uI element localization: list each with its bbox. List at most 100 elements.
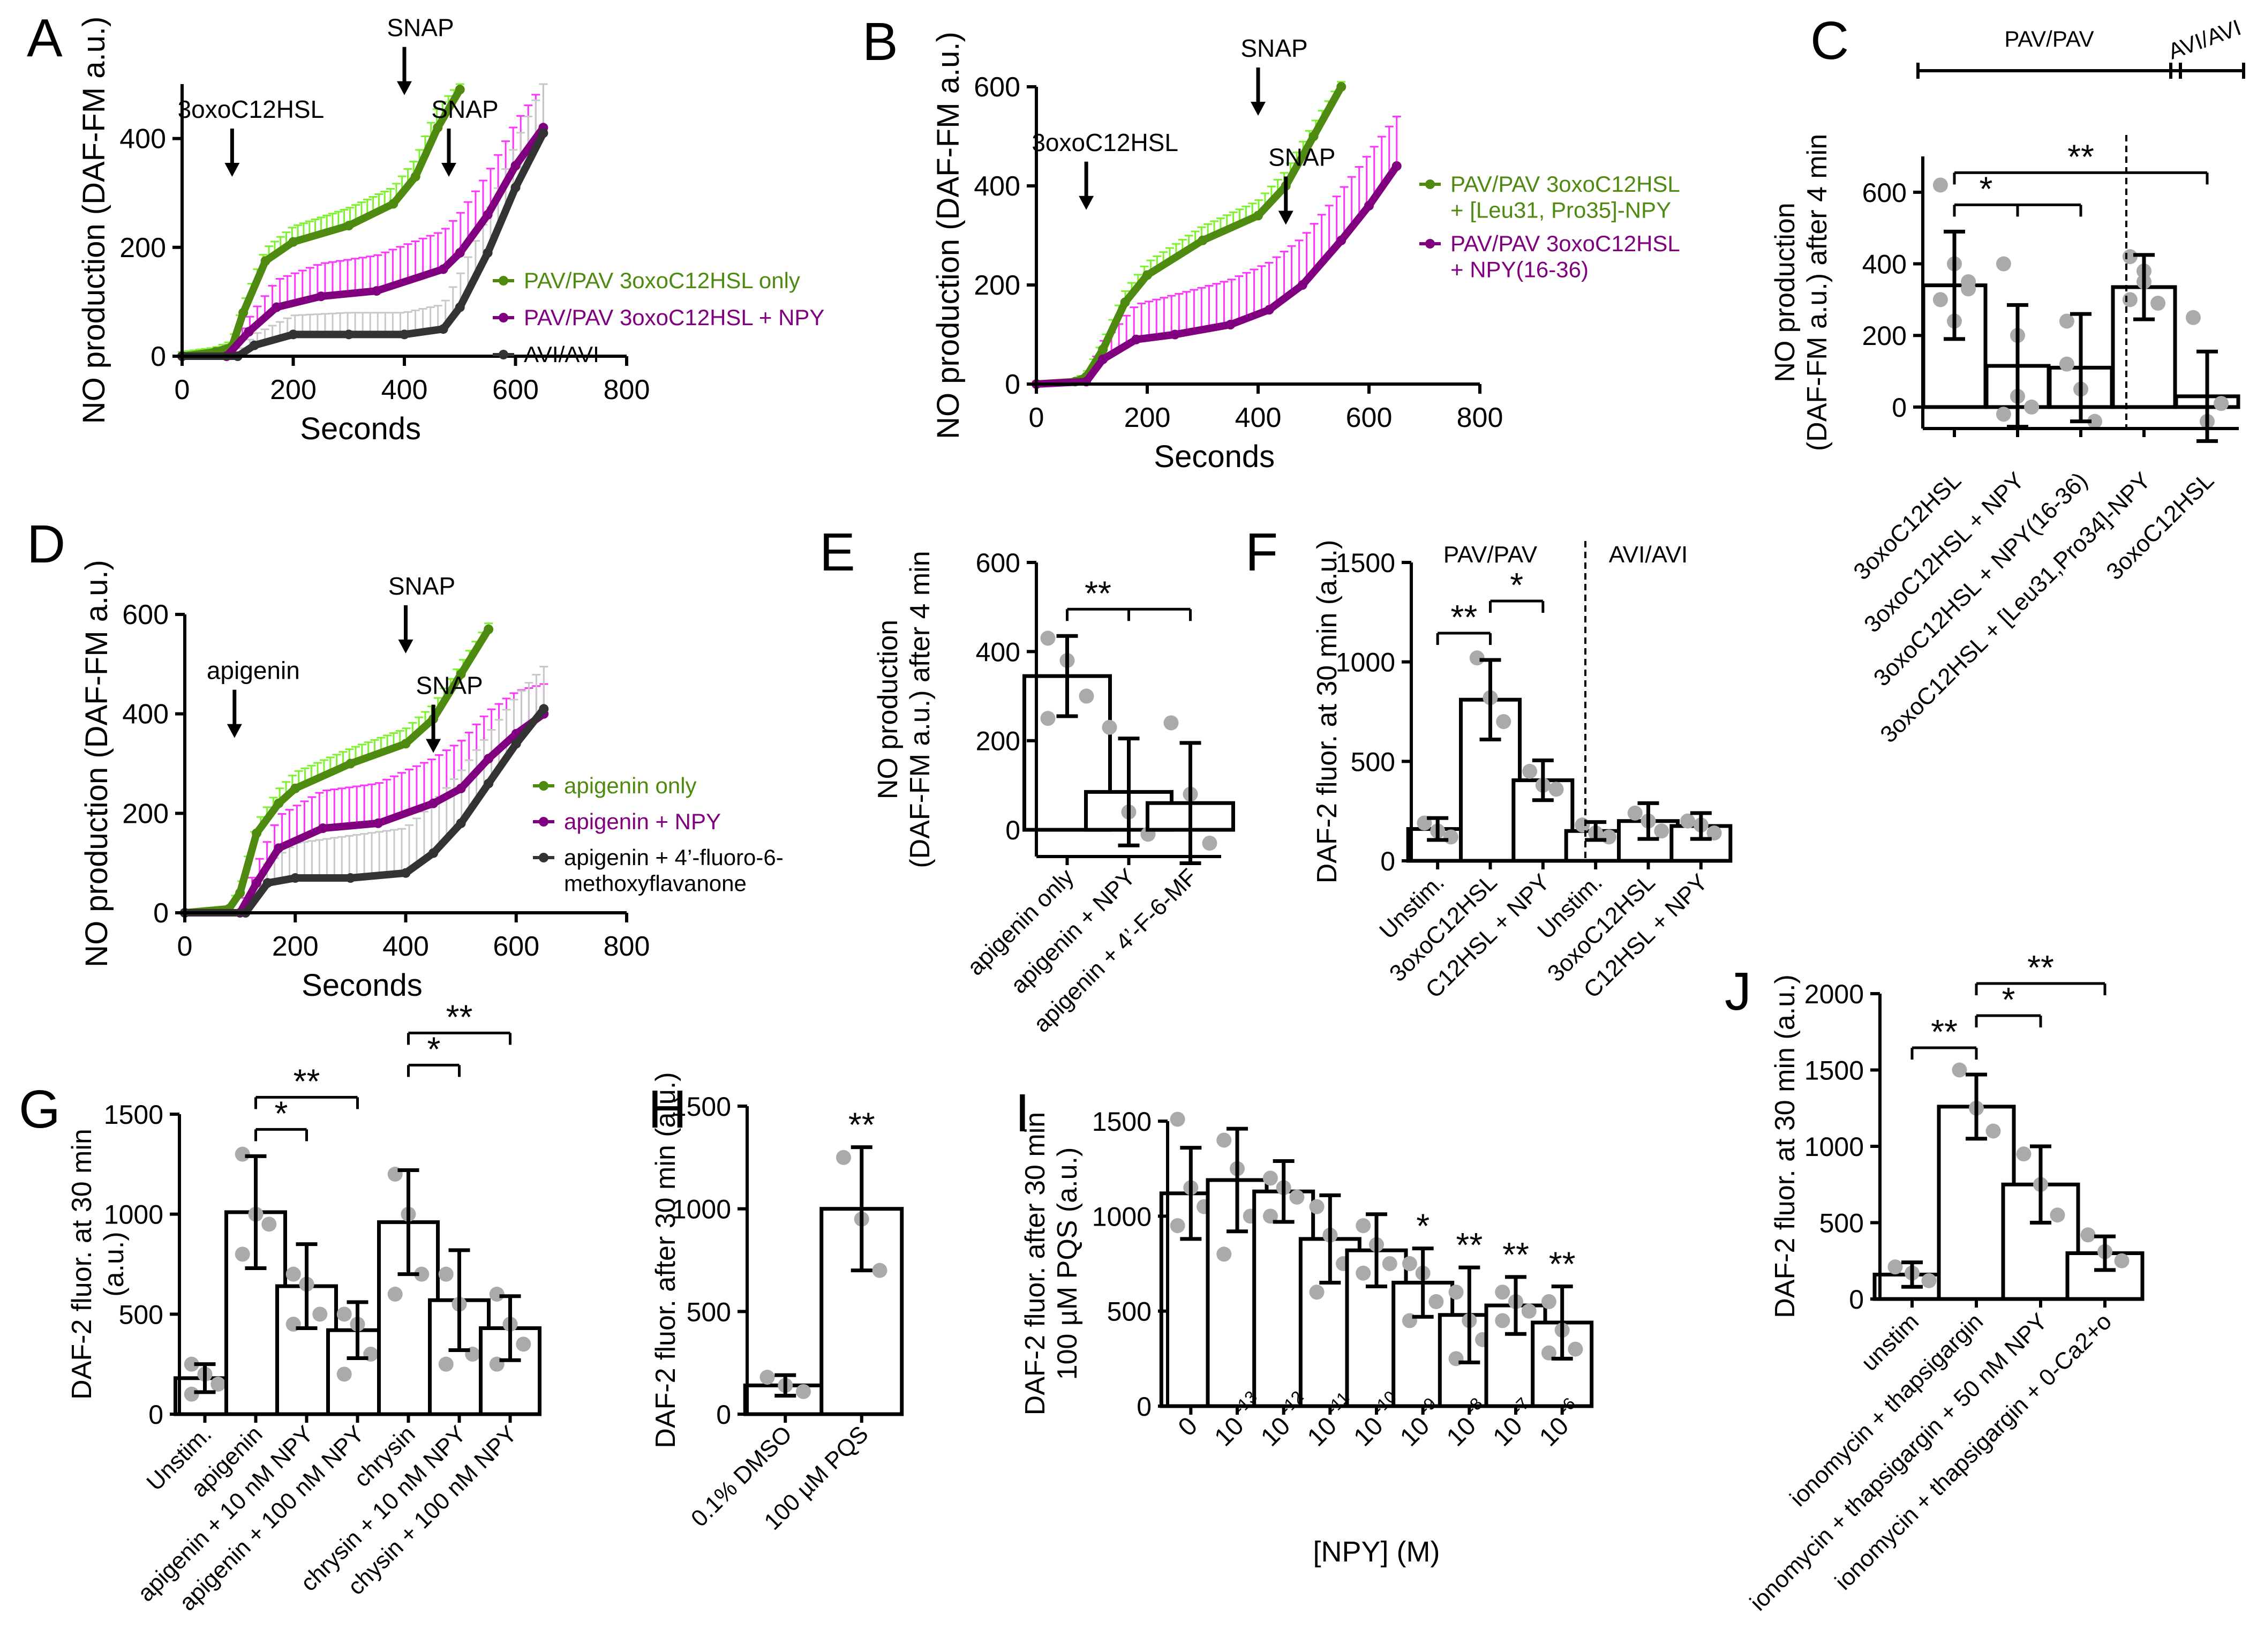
legend-marker [1425,179,1435,189]
data-point [1627,805,1643,821]
data-point [387,1287,403,1302]
y-tick-label: 1500 [1092,1107,1152,1137]
x-tick-label: 3oxoC12HSL [1848,467,1966,585]
data-point [1448,1285,1464,1300]
x-tick-label: 400 [382,931,429,962]
x-tick-label: 400 [1235,402,1282,433]
annotation-arrow-head [441,163,456,177]
data-point [483,209,493,220]
legend-marker [499,350,508,359]
bar-group [1406,815,1469,863]
data-point [1309,1285,1325,1300]
significance-label: * [427,1030,441,1068]
y-tick-label: 0 [1005,369,1020,400]
significance-label: ** [1085,574,1111,612]
data-point [872,1263,887,1278]
data-point [1521,1303,1537,1319]
legend-marker [539,781,548,791]
data-point [373,818,383,828]
legend-item: apigenin + NPY [533,809,721,834]
data-point [260,256,270,266]
data-point [290,873,300,883]
data-point [2087,414,2103,429]
data-point [1428,1294,1444,1309]
annotation-label: SNAP [431,95,498,123]
annotation-arrow-head [426,739,441,753]
y-tick-label: 0 [1005,815,1020,845]
y-tick-label: 500 [1351,747,1395,777]
series-0 [178,83,464,356]
significance-label: * [1510,566,1523,604]
y-tick-label: 600 [974,72,1020,103]
data-point [2059,313,2074,329]
data-point [400,329,409,340]
data-point [249,340,259,350]
significance-label: ** [2067,137,2094,176]
data-point [372,286,382,296]
data-point [1198,235,1208,245]
data-point [2024,399,2040,415]
legend-marker [539,853,548,862]
x-tick-label: 600 [1346,402,1393,433]
data-point [428,798,439,808]
data-point [1654,823,1669,839]
y-tick-label: 0 [1892,393,1907,423]
data-point [1921,1273,1937,1288]
annotation-label: SNAP [1240,34,1307,62]
legend-label: apigenin + 4’-fluoro-6-methoxyflavanone [564,845,784,896]
y-tick-label: 200 [122,798,169,829]
data-point [1443,829,1458,845]
y-tick-label: 200 [974,270,1020,301]
bar-group [743,1370,827,1416]
data-point [336,1366,352,1382]
significance-label: ** [1931,1012,1958,1051]
panel-label: B [862,12,898,72]
data-point [1356,1218,1371,1234]
data-point [2059,356,2074,372]
y-axis-label: DAF-2 fluor. at 30 min (a.u.) [1312,540,1343,884]
data-point [252,878,262,888]
data-point [1131,334,1141,344]
legend-item: PAV/PAV 3oxoC12HSL + [Leu31, Pro35]-NPY [1419,171,1680,222]
legend-marker [1425,239,1435,249]
legend-label: PAV/PAV 3oxoC12HSL + NPY(16-36) [1450,231,1680,282]
data-point [2185,310,2201,325]
panel-label: E [819,522,855,582]
y-tick-label: 200 [1862,321,1907,351]
legend-item: PAV/PAV 3oxoC12HSL + NPY(16-36) [1419,231,1680,282]
data-point [510,161,521,171]
data-point [1364,201,1374,211]
y-axis-label: NO production(DAF-FM a.u.) after 4 min [1770,134,1833,451]
legend-label: PAV/PAV 3oxoC12HSL + NPY [524,305,824,330]
significance-label: * [275,1094,288,1132]
data-point [1548,782,1564,797]
data-point [484,778,494,789]
data-point [414,1266,430,1282]
data-point [1601,829,1616,845]
y-tick-label: 0 [1849,1285,1864,1315]
legend-label: PAV/PAV 3oxoC12HSL only [524,268,800,293]
data-point [316,291,326,302]
data-point [1391,161,1402,171]
y-tick-label: 0 [153,898,169,929]
data-point [1079,688,1094,704]
y-tick-label: 400 [122,699,169,730]
y-tick-label: 1500 [104,1100,163,1130]
data-point [1262,1170,1278,1186]
data-point [274,843,284,853]
data-point [1996,256,2011,272]
data-point [1163,715,1179,731]
data-point [252,828,262,838]
data-point [1102,719,1117,735]
data-point [1706,825,1722,841]
y-axis-label: NO production (DAF-FM a.u.) [77,17,111,424]
y-tick-label: 400 [1862,250,1907,280]
data-point [1469,650,1485,666]
data-point [274,798,284,808]
y-axis-label: DAF-2 fluor. at 30 min(a.u.) [66,1129,130,1400]
data-point [510,183,521,193]
group-label: PAV/PAV [2004,26,2094,51]
data-point [1522,763,1538,779]
